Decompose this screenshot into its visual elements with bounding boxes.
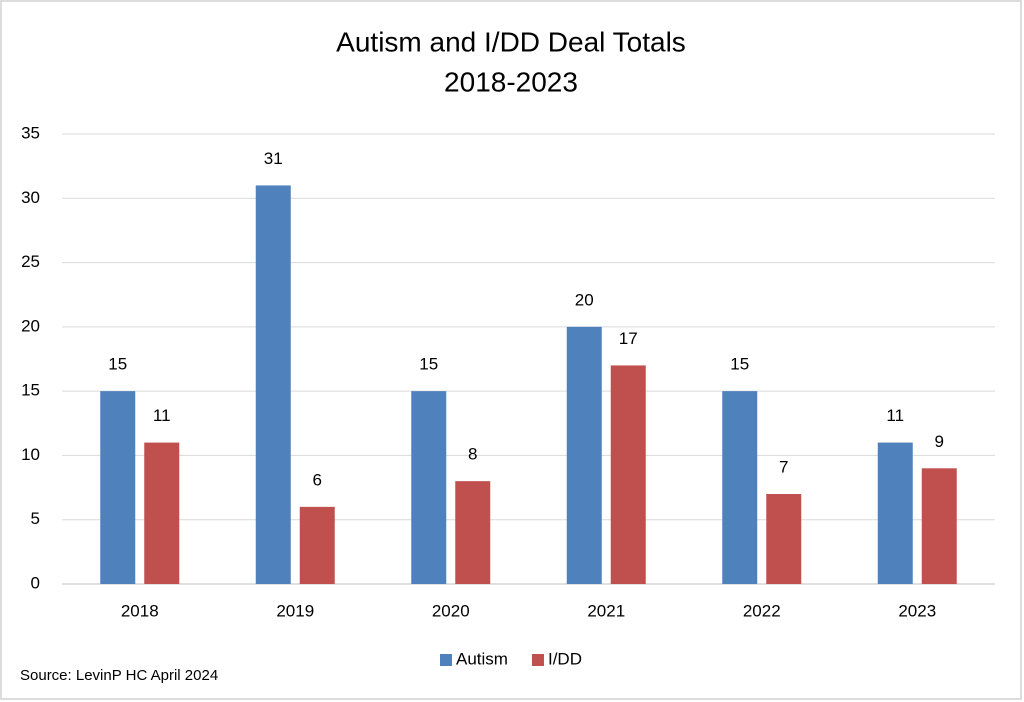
bar — [722, 391, 758, 584]
chart-subtitle: 2018-2023 — [444, 66, 578, 97]
source-note: Source: LevinP HC April 2024 — [20, 667, 218, 684]
legend-swatch — [440, 654, 452, 666]
y-tick-label: 0 — [31, 573, 40, 592]
y-tick-label: 10 — [21, 445, 40, 464]
data-label: 11 — [153, 406, 171, 425]
y-tick-label: 20 — [21, 316, 40, 335]
data-label: 9 — [935, 432, 944, 451]
y-tick-label: 30 — [21, 188, 40, 207]
data-label: 11 — [886, 406, 904, 425]
data-label: 31 — [264, 149, 283, 168]
data-label: 7 — [779, 457, 788, 476]
y-tick-label: 35 — [21, 123, 40, 142]
legend-swatch — [531, 654, 544, 666]
data-label: 15 — [108, 355, 127, 374]
y-tick-label: 5 — [31, 509, 40, 528]
x-tick-label: 2022 — [743, 601, 781, 620]
data-label: 20 — [575, 290, 594, 309]
x-tick-label: 2023 — [898, 601, 936, 620]
bar — [566, 326, 602, 584]
bar — [144, 442, 180, 584]
data-label: 15 — [730, 355, 749, 374]
data-label: 15 — [419, 355, 438, 374]
bar — [411, 391, 447, 584]
y-tick-label: 25 — [21, 252, 40, 271]
bar — [100, 391, 136, 584]
x-tick-label: 2018 — [121, 601, 159, 620]
data-label: 8 — [468, 445, 477, 464]
bar — [921, 468, 957, 584]
bar — [610, 365, 646, 584]
x-tick-label: 2019 — [276, 601, 314, 620]
bar — [255, 185, 291, 584]
bar — [877, 442, 913, 584]
chart-title: Autism and I/DD Deal Totals — [336, 26, 686, 57]
bar — [766, 494, 802, 584]
legend-label: Autism — [456, 649, 508, 668]
data-label: 17 — [619, 329, 638, 348]
x-tick-label: 2020 — [432, 601, 470, 620]
legend-label: I/DD — [548, 649, 582, 668]
bar — [455, 481, 491, 584]
bar — [299, 506, 335, 584]
data-label: 6 — [313, 470, 322, 489]
x-tick-label: 2021 — [587, 601, 625, 620]
y-tick-label: 15 — [21, 381, 40, 400]
